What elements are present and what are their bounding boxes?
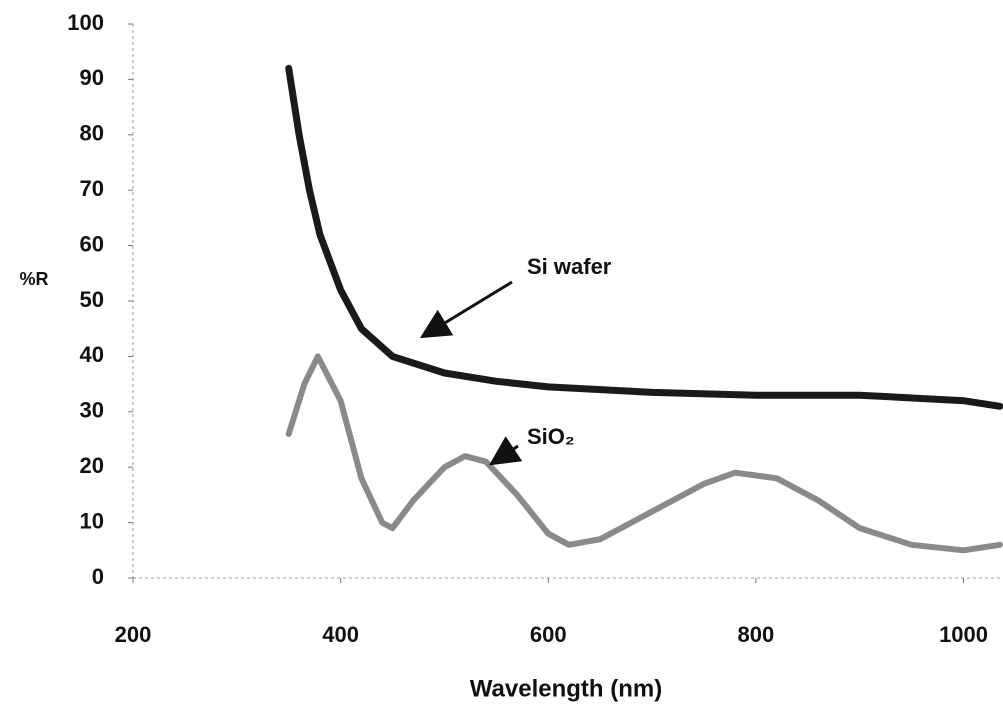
y-tick-label: 0 [92, 564, 104, 589]
y-tick-label: 100 [67, 10, 104, 35]
x-tick-label: 200 [115, 622, 152, 647]
series-line [285, 64, 1003, 410]
series-line [285, 353, 1003, 554]
series-label: SiO₂ [527, 424, 575, 449]
y-axis-label: %R [19, 269, 48, 289]
y-tick-label: 40 [80, 342, 104, 367]
x-tick-label: 1000 [939, 622, 988, 647]
y-tick-label: 10 [80, 508, 104, 533]
x-tick-label: 400 [322, 622, 359, 647]
y-tick-label: 50 [80, 287, 104, 312]
series-arrow [419, 280, 513, 339]
y-tick-label: 20 [80, 453, 104, 478]
x-tick-label: 800 [738, 622, 775, 647]
x-axis-label: Wavelength (nm) [470, 675, 662, 702]
y-tick-label: 60 [80, 231, 104, 256]
series-label: Si wafer [527, 254, 612, 279]
y-tick-label: 30 [80, 398, 104, 423]
y-tick-label: 90 [80, 65, 104, 90]
y-tick-label: 80 [80, 121, 104, 146]
x-tick-label: 600 [530, 622, 567, 647]
y-tick-label: 70 [80, 176, 104, 201]
series-arrow [489, 436, 523, 466]
